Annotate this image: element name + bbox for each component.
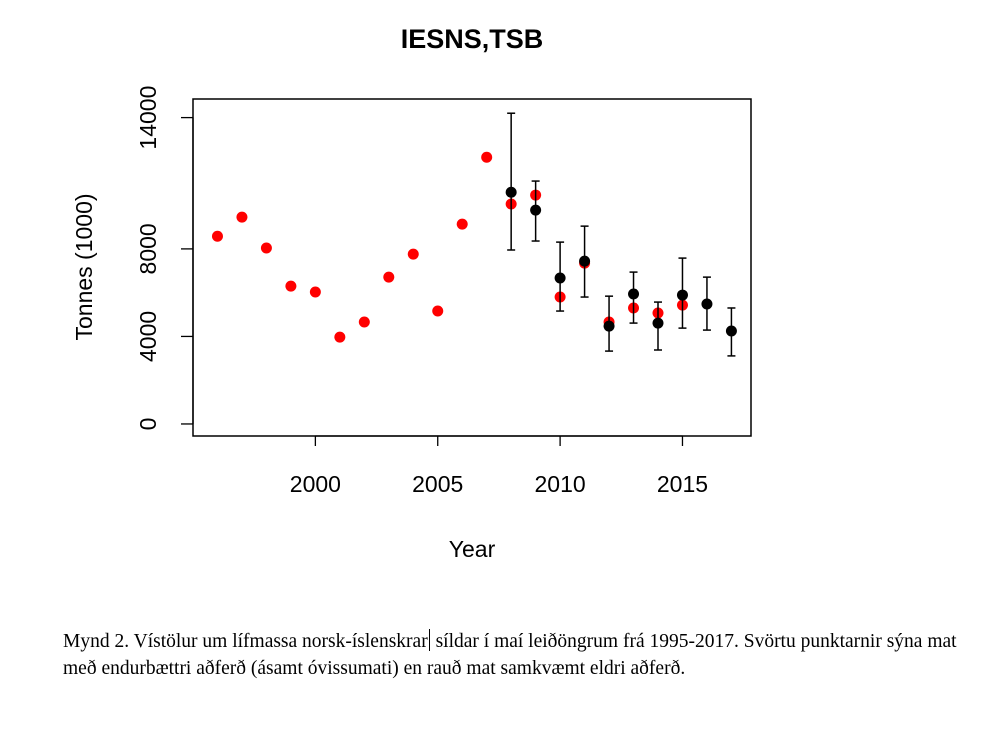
chart-title: IESNS,TSB [401, 24, 544, 54]
red-point [309, 286, 321, 298]
black-point [652, 317, 664, 329]
red-point [358, 316, 370, 328]
text-cursor [428, 629, 430, 651]
red-point [285, 280, 297, 292]
x-tick-label: 2005 [412, 471, 463, 497]
black-point [530, 204, 542, 216]
black-point [603, 320, 615, 332]
red-point [236, 211, 248, 223]
data-marks [211, 112, 737, 357]
red-point [334, 331, 346, 343]
y-axis-label: Tonnes (1000) [71, 193, 97, 340]
black-point [676, 289, 688, 301]
caption-text-2: síldar í maí leiðöngrum frá 1995-2017. S… [63, 631, 957, 679]
y-tick-label: 14000 [135, 86, 161, 150]
chart: IESNS,TSB 2000 2005 2010 2015 0 4000 8000 1400… [71, 24, 752, 562]
x-tick-label: 2015 [657, 471, 708, 497]
y-tick-label: 8000 [135, 223, 161, 274]
red-point [456, 218, 468, 230]
red-point [211, 230, 223, 242]
black-point [579, 255, 591, 267]
black-point [554, 272, 566, 284]
x-axis: 2000 2005 2010 2015 [290, 435, 708, 497]
x-tick-label: 2000 [290, 471, 341, 497]
caption-text-1: Mynd 2. Vístölur um lífmassa norsk-íslen… [63, 631, 428, 652]
red-point [407, 248, 419, 260]
red-point [260, 242, 272, 254]
black-point [725, 325, 737, 337]
red-point [432, 305, 444, 317]
y-tick-label: 0 [135, 418, 161, 431]
red-point [383, 271, 395, 283]
y-axis: 0 4000 8000 14000 [135, 86, 194, 431]
red-point [481, 151, 493, 163]
black-point [505, 186, 517, 198]
x-tick-label: 2010 [535, 471, 586, 497]
x-axis-label: Year [449, 536, 496, 562]
black-point [701, 298, 713, 310]
plot-frame [192, 98, 752, 437]
black-point [628, 288, 640, 300]
y-tick-label: 4000 [135, 311, 161, 362]
figure-caption: Mynd 2. Vístölur um lífmassa norsk-íslen… [63, 628, 973, 682]
